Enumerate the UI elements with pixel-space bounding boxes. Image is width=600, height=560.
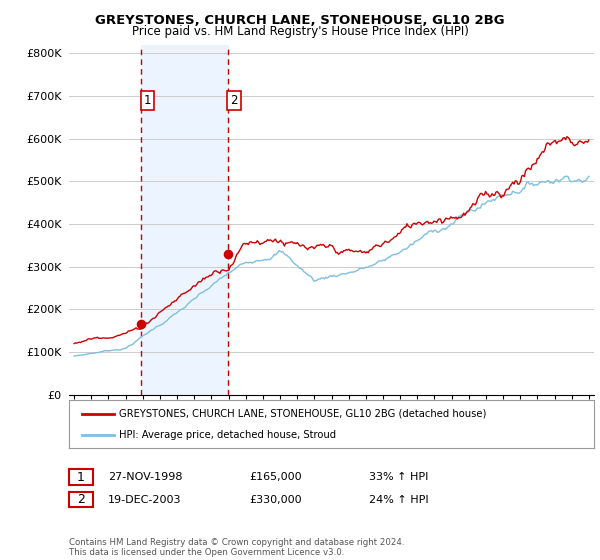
Text: GREYSTONES, CHURCH LANE, STONEHOUSE, GL10 2BG: GREYSTONES, CHURCH LANE, STONEHOUSE, GL1… <box>95 14 505 27</box>
Point <box>223 249 233 258</box>
Text: HPI: Average price, detached house, Stroud: HPI: Average price, detached house, Stro… <box>119 430 336 440</box>
Text: 19-DEC-2003: 19-DEC-2003 <box>108 494 182 505</box>
Text: £165,000: £165,000 <box>249 472 302 482</box>
Text: 1: 1 <box>77 470 85 484</box>
Text: GREYSTONES, CHURCH LANE, STONEHOUSE, GL10 2BG (detached house): GREYSTONES, CHURCH LANE, STONEHOUSE, GL1… <box>119 409 486 419</box>
Text: £330,000: £330,000 <box>249 494 302 505</box>
Text: 27-NOV-1998: 27-NOV-1998 <box>108 472 182 482</box>
Text: Contains HM Land Registry data © Crown copyright and database right 2024.
This d: Contains HM Land Registry data © Crown c… <box>69 538 404 557</box>
Text: 33% ↑ HPI: 33% ↑ HPI <box>369 472 428 482</box>
Bar <box>141 45 228 395</box>
Text: 2: 2 <box>77 493 85 506</box>
Text: 1: 1 <box>143 94 151 107</box>
Text: Price paid vs. HM Land Registry's House Price Index (HPI): Price paid vs. HM Land Registry's House … <box>131 25 469 38</box>
Text: 24% ↑ HPI: 24% ↑ HPI <box>369 494 428 505</box>
Point <box>136 320 146 329</box>
Text: 2: 2 <box>230 94 238 107</box>
